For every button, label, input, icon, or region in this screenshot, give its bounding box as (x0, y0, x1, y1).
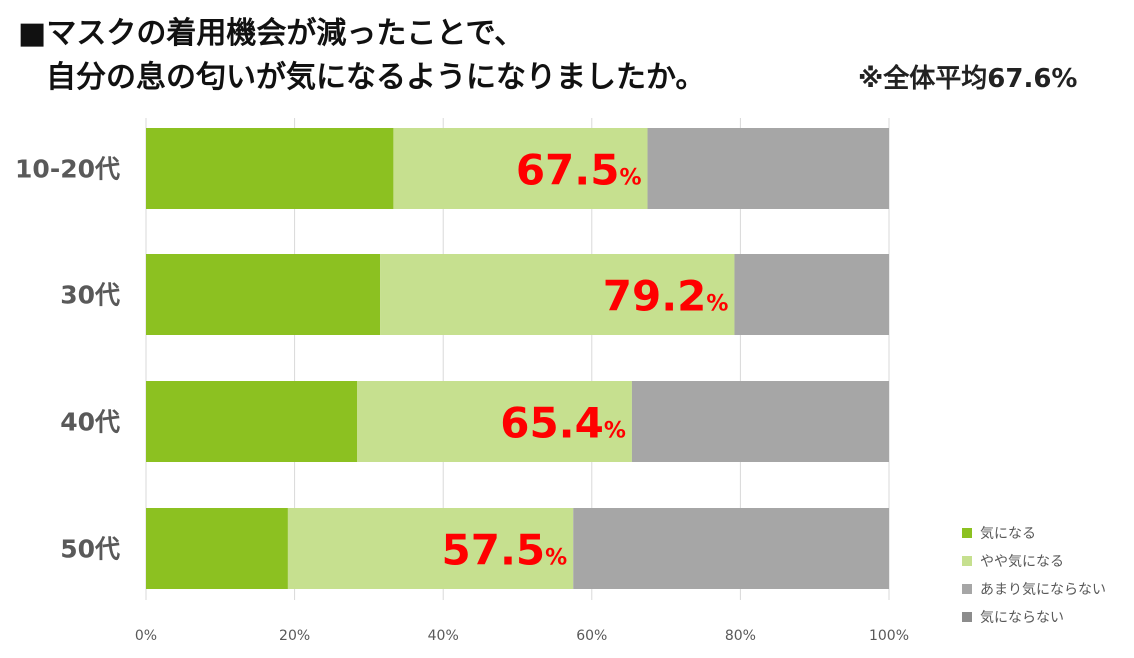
chart-title-line-1: ■マスクの着用機会が減ったことで、 (18, 16, 525, 51)
bar-segment (146, 508, 288, 589)
x-tick-label: 60% (576, 628, 607, 644)
legend-label: 気になる (980, 526, 1036, 542)
x-tick-label: 100% (869, 628, 909, 644)
category-label: 40代 (60, 408, 120, 437)
bar-segment (734, 254, 889, 335)
bar-segment (573, 508, 889, 589)
bar-segment (631, 381, 889, 462)
bar-segment (146, 254, 381, 335)
bar-segment (146, 381, 358, 462)
legend-swatch (962, 556, 972, 566)
x-tick-label: 40% (428, 628, 459, 644)
bar-segment (146, 128, 394, 209)
data-label: 57.5% (442, 526, 568, 575)
category-label: 10-20代 (15, 155, 120, 184)
x-tick-label: 0% (135, 628, 157, 644)
bar-segment (647, 128, 889, 209)
x-tick-label: 20% (279, 628, 310, 644)
overall-average-note: ※全体平均67.6% (858, 64, 1078, 94)
legend-label: やや気になる (980, 554, 1064, 570)
data-label: 67.5% (516, 146, 642, 195)
legend-swatch (962, 528, 972, 538)
legend-swatch (962, 584, 972, 594)
data-label: 79.2% (603, 272, 729, 321)
legend-label: あまり気にならない (980, 582, 1106, 598)
chart-title-line-2: 自分の息の匂いが気になるようになりましたか。 (46, 60, 706, 95)
bar-segment (287, 508, 574, 589)
bar-segment (393, 128, 648, 209)
category-label: 50代 (60, 535, 120, 564)
legend-swatch (962, 612, 972, 622)
bar-segment (380, 254, 735, 335)
data-label: 65.4% (500, 399, 626, 448)
legend-label: 気にならない (980, 610, 1064, 626)
category-label: 30代 (60, 281, 120, 310)
bar-segment (357, 381, 632, 462)
x-tick-label: 80% (725, 628, 756, 644)
